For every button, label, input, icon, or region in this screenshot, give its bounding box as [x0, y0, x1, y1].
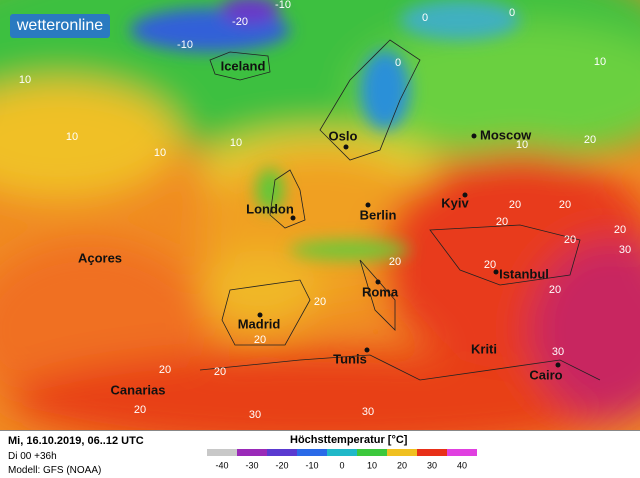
- city-label: Berlin: [360, 207, 397, 222]
- contour-label: 20: [584, 134, 596, 146]
- contour-label: 20: [549, 284, 561, 296]
- contour-label: 30: [619, 244, 631, 256]
- city-dot: [493, 269, 499, 275]
- legend-swatch: [447, 449, 477, 456]
- legend-tick-label: -20: [275, 460, 288, 470]
- city-label: Madrid: [238, 316, 281, 331]
- contour-label: 0: [395, 57, 401, 69]
- city-dot: [555, 362, 561, 368]
- city-label: Kriti: [471, 341, 497, 356]
- legend-tick-label: -10: [305, 460, 318, 470]
- city-dot: [375, 279, 381, 285]
- city-label: Oslo: [329, 128, 358, 143]
- footer: Mi, 16.10.2019, 06..12 UTC Di 00 +36h Mo…: [0, 430, 640, 478]
- city-dot: [290, 215, 296, 221]
- legend-swatch: [267, 449, 297, 456]
- city-label: Tunis: [333, 351, 367, 366]
- legend-swatch: [357, 449, 387, 456]
- contour-label: 20: [564, 234, 576, 246]
- contour-label: 10: [154, 147, 166, 159]
- city-dot: [365, 202, 371, 208]
- contour-label: 20: [214, 366, 226, 378]
- legend-swatch: [207, 449, 237, 456]
- city-label: Iceland: [221, 58, 266, 73]
- footer-model: Modell: GFS (NOAA): [8, 465, 102, 476]
- contour-label: 20: [134, 404, 146, 416]
- contour-label: 20: [614, 224, 626, 236]
- legend-swatch: [417, 449, 447, 456]
- legend-tick-label: -30: [245, 460, 258, 470]
- city-label: Canarias: [111, 382, 166, 397]
- footer-date: Mi, 16.10.2019, 06..12 UTC: [8, 435, 144, 447]
- legend-tick-label: 30: [427, 460, 437, 470]
- contour-label: 10: [230, 137, 242, 149]
- city-label: London: [246, 201, 294, 216]
- city-label: Cairo: [529, 367, 562, 382]
- contour-label: 20: [559, 199, 571, 211]
- legend-tick-label: 10: [367, 460, 377, 470]
- legend-title: Höchsttemperatur [°C]: [290, 434, 408, 446]
- temperature-map: Iceland Oslo Moscow London Berlin Kyiv Açores I…: [0, 0, 640, 430]
- footer-run: Di 00 +36h: [8, 451, 57, 462]
- city-label: Kyiv: [441, 195, 469, 210]
- legend-tick-label: 0: [339, 460, 344, 470]
- city-label: Roma: [362, 284, 399, 299]
- contour-label: -10: [177, 39, 193, 51]
- contour-label: -20: [232, 16, 248, 28]
- contour-label: 20: [509, 199, 521, 211]
- contour-label: 30: [249, 409, 261, 421]
- contour-label: 30: [362, 406, 374, 418]
- contour-label: -10: [275, 0, 291, 11]
- legend-tick-label: -40: [215, 460, 228, 470]
- contour-label: 10: [594, 56, 606, 68]
- coastlines: [199, 39, 601, 381]
- contour-label: 20: [484, 259, 496, 271]
- city-label: Açores: [78, 250, 122, 265]
- contour-label: 10: [516, 139, 528, 151]
- legend-tick-label: 20: [397, 460, 407, 470]
- contour-label: 20: [254, 334, 266, 346]
- contour-label: 20: [159, 364, 171, 376]
- contour-label: 20: [314, 296, 326, 308]
- legend-tick-label: 40: [457, 460, 467, 470]
- city-dot: [462, 192, 468, 198]
- logo: wetteronline: [10, 14, 110, 38]
- contour-label: 30: [552, 346, 564, 358]
- legend-swatch: [237, 449, 267, 456]
- city-dot: [343, 144, 349, 150]
- legend: -40 -30 -20 -10 0 10 20 30 40: [207, 449, 477, 470]
- contour-label: 20: [496, 216, 508, 228]
- city-dot: [257, 312, 263, 318]
- legend-swatch: [387, 449, 417, 456]
- contour-label: 0: [509, 7, 515, 19]
- city-label: Moscow: [480, 127, 532, 142]
- legend-swatch: [297, 449, 327, 456]
- city-label: Istanbul: [499, 266, 549, 281]
- legend-swatch: [327, 449, 357, 456]
- contour-label: 10: [66, 131, 78, 143]
- city-dot: [364, 347, 370, 353]
- contour-label: 0: [422, 12, 428, 24]
- contour-label: 10: [19, 74, 31, 86]
- city-dot: [471, 133, 477, 139]
- contour-label: 20: [389, 256, 401, 268]
